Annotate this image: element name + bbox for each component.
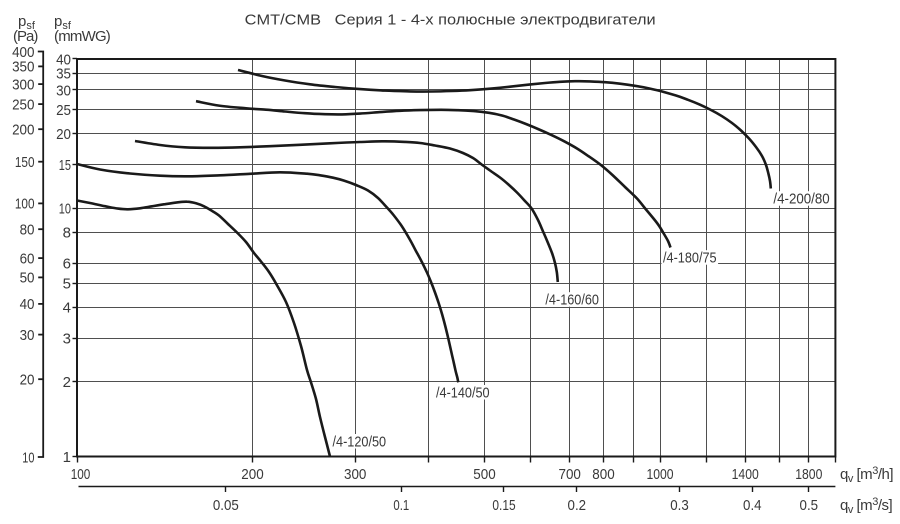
svg-text:20: 20 <box>20 372 35 389</box>
svg-text:6: 6 <box>63 256 71 273</box>
svg-text:8: 8 <box>63 225 71 242</box>
svg-text:/4-120/50: /4-120/50 <box>333 433 387 450</box>
svg-text:20: 20 <box>56 126 71 143</box>
svg-text:200: 200 <box>12 122 34 139</box>
svg-text:40: 40 <box>56 51 71 68</box>
svg-text:15: 15 <box>59 157 71 174</box>
svg-text:250: 250 <box>12 96 34 113</box>
svg-text:0.15: 0.15 <box>492 497 515 514</box>
svg-text:60: 60 <box>20 250 35 267</box>
svg-text:30: 30 <box>20 327 35 344</box>
svg-text:qv [m3/s]: qv [m3/s] <box>840 496 892 516</box>
svg-text:0.4: 0.4 <box>743 497 762 514</box>
svg-text:/4-180/75: /4-180/75 <box>663 250 717 267</box>
svg-text:800: 800 <box>592 466 614 483</box>
svg-text:1800: 1800 <box>795 466 822 483</box>
svg-text:500: 500 <box>473 466 495 483</box>
svg-text:700: 700 <box>559 466 581 483</box>
svg-text:100: 100 <box>71 466 91 483</box>
svg-text:40: 40 <box>20 296 35 313</box>
svg-text:150: 150 <box>15 154 35 171</box>
svg-text:/4-200/80: /4-200/80 <box>773 191 829 208</box>
svg-text:CMT/CMB Серия 1 - 4-х полюсн: CMT/CMB Серия 1 - 4-х полюсные электродв… <box>245 12 656 29</box>
svg-text:100: 100 <box>15 196 35 213</box>
svg-text:0.3: 0.3 <box>670 497 689 514</box>
svg-text:1: 1 <box>63 449 71 466</box>
svg-text:0.05: 0.05 <box>213 497 239 514</box>
svg-text:80: 80 <box>20 222 35 239</box>
svg-text:3: 3 <box>63 330 71 347</box>
svg-text:qv [m3/h]: qv [m3/h] <box>840 465 893 485</box>
svg-text:0.5: 0.5 <box>800 497 819 514</box>
svg-text:10: 10 <box>22 449 34 466</box>
svg-text:4: 4 <box>63 299 71 316</box>
svg-text:30: 30 <box>56 82 71 99</box>
svg-text:(mmWG): (mmWG) <box>54 28 111 45</box>
svg-text:5: 5 <box>63 275 71 292</box>
svg-text:/4-160/60: /4-160/60 <box>545 292 599 309</box>
svg-text:0.2: 0.2 <box>568 497 587 514</box>
svg-text:2: 2 <box>63 374 71 391</box>
svg-text:200: 200 <box>241 466 263 483</box>
svg-text:0.1: 0.1 <box>393 497 409 514</box>
svg-text:1000: 1000 <box>646 466 673 483</box>
svg-text:/4-140/50: /4-140/50 <box>436 384 490 401</box>
svg-text:35: 35 <box>56 66 71 83</box>
svg-text:10: 10 <box>59 201 71 218</box>
svg-text:1400: 1400 <box>732 466 759 483</box>
svg-text:25: 25 <box>56 102 71 119</box>
svg-text:(Pa): (Pa) <box>13 28 38 45</box>
svg-text:50: 50 <box>20 270 35 287</box>
svg-text:300: 300 <box>12 76 34 93</box>
svg-text:300: 300 <box>344 466 366 483</box>
svg-text:350: 350 <box>12 59 34 76</box>
svg-text:400: 400 <box>12 44 34 61</box>
